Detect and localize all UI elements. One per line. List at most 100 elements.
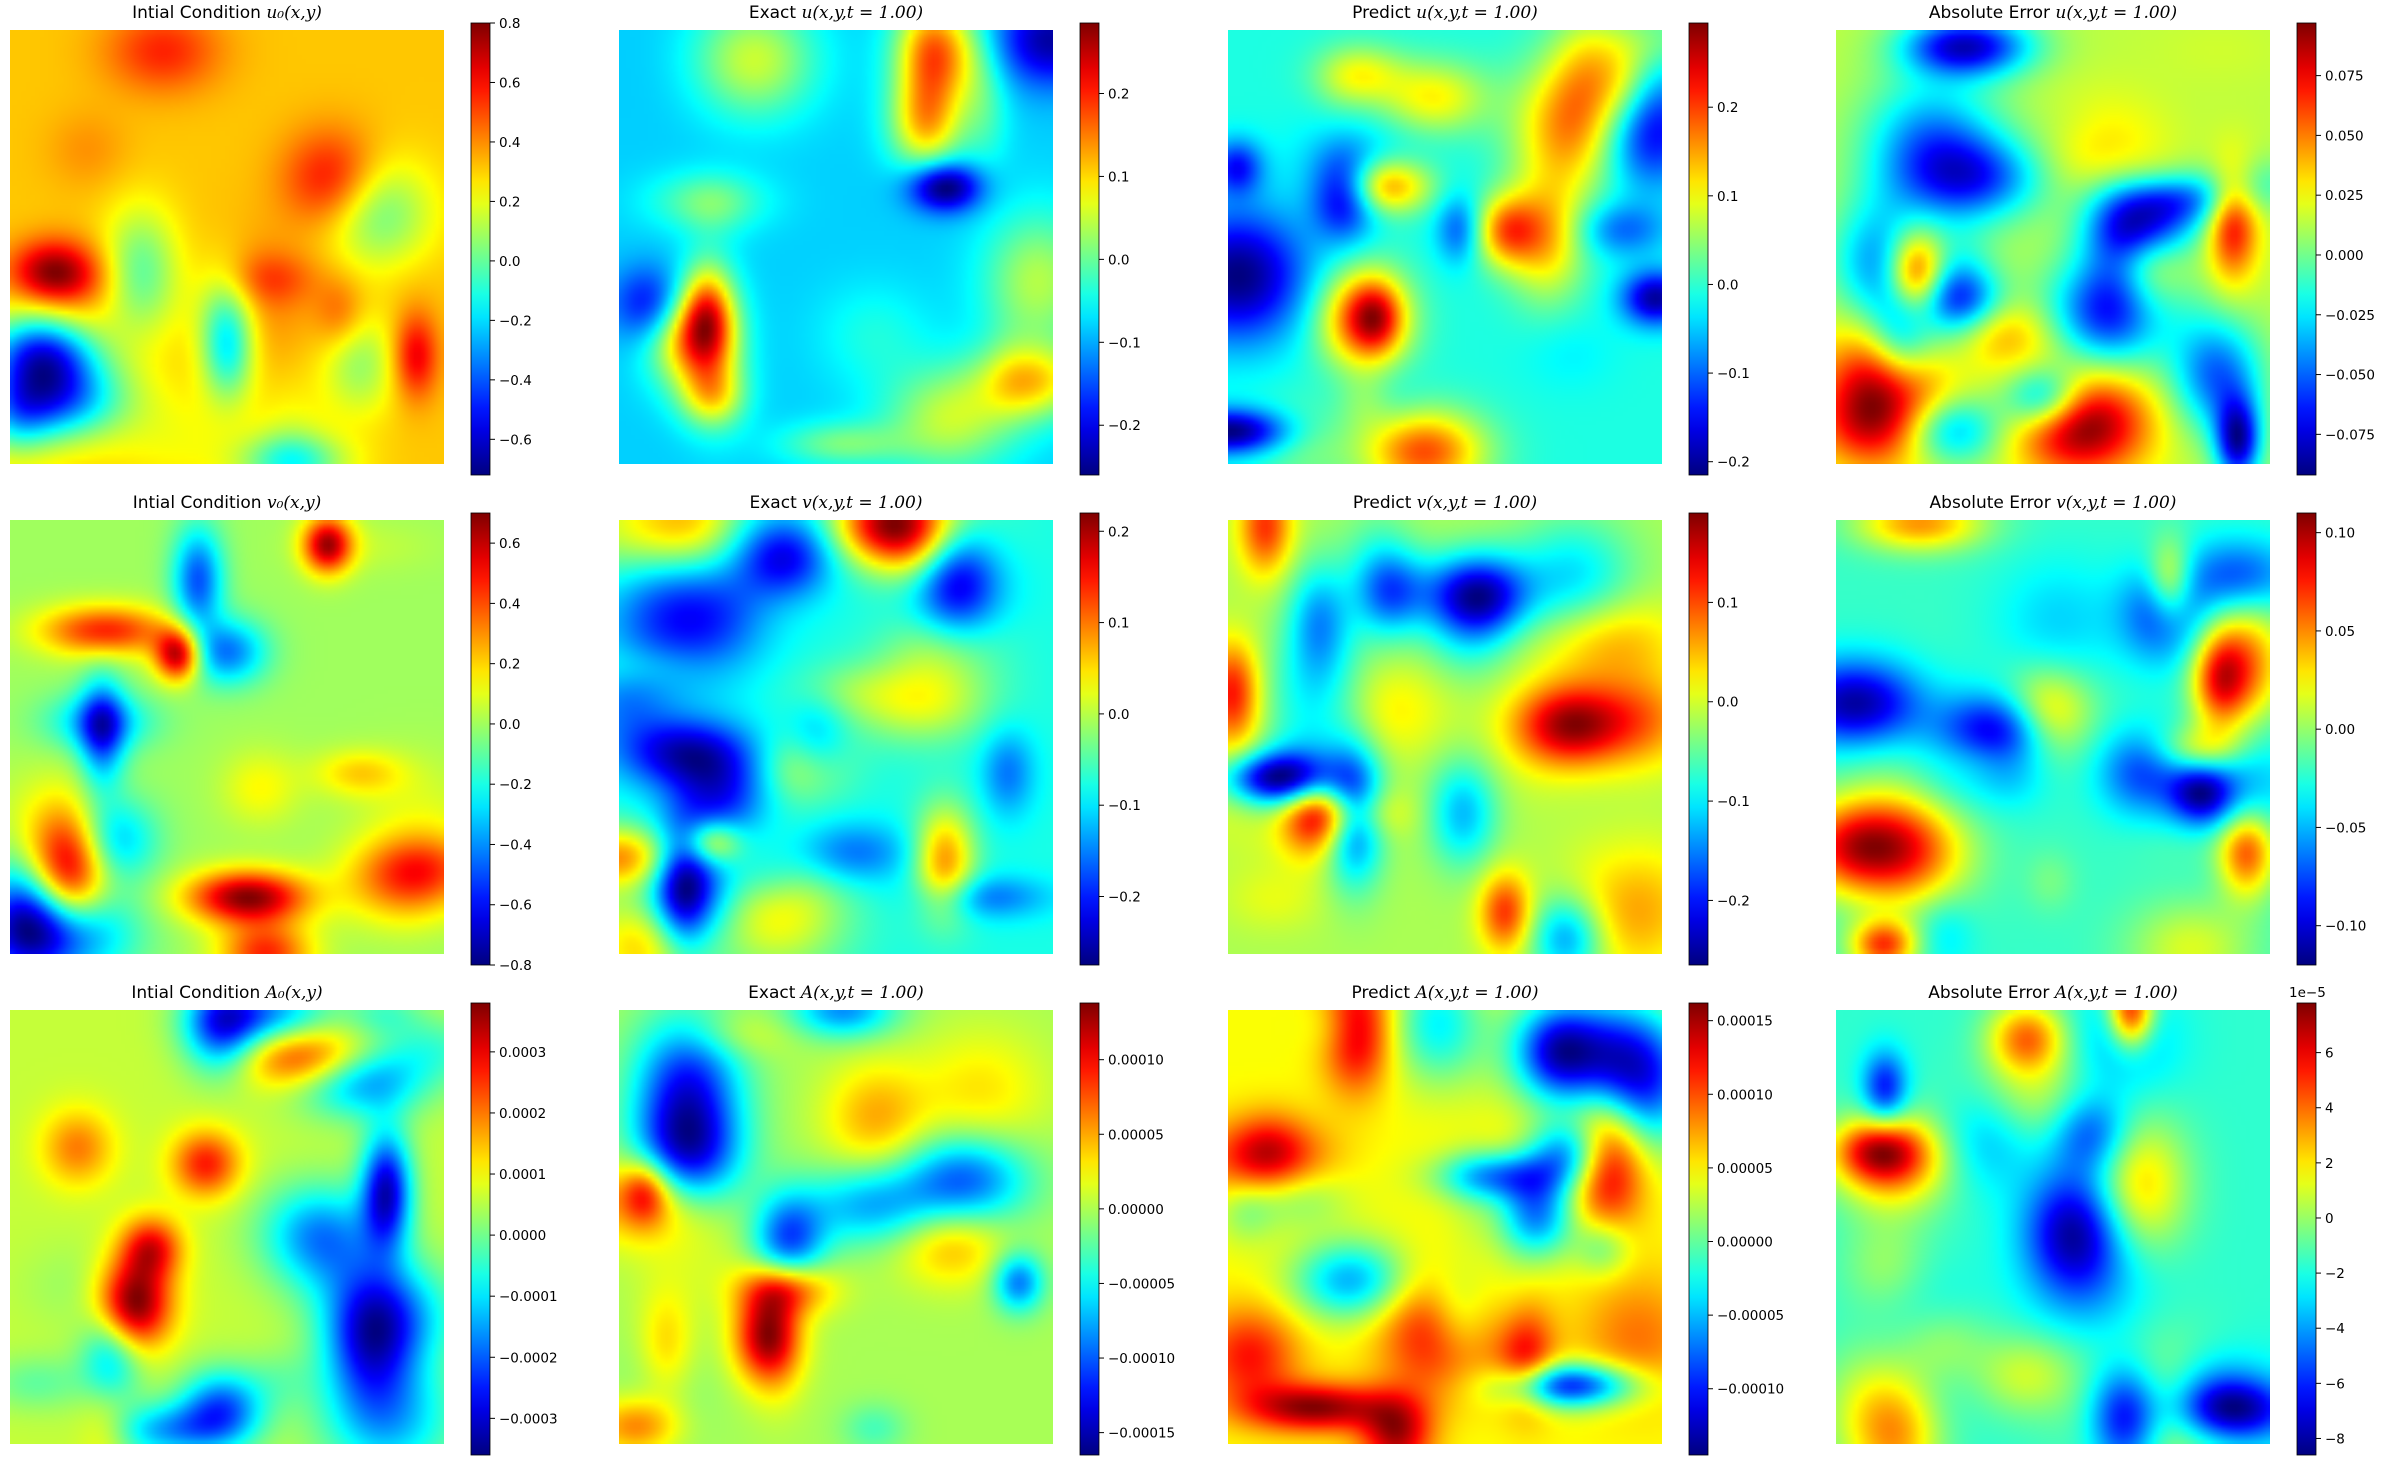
colorbar: −0.00015 −0.00010 −0.00005 0.00000 0.00005 0.… <box>1079 1002 1175 1456</box>
colorbar-gradient <box>1688 1002 1709 1456</box>
panel-r1-c3: Absolute Error v(x,y,t = 1.00) −0.10 −0.05… <box>1836 493 2366 966</box>
colorbar: −0.6 −0.4 −0.2 0.0 0.2 0.4 0.6 0.8 <box>470 16 532 476</box>
panel-title-prefix: Exact <box>750 493 803 513</box>
panel-title: Intial Condition v₀(x,y) <box>133 493 322 513</box>
colorbar-tick-label: 0.0 <box>499 717 520 733</box>
colorbar-tick-label: −0.00005 <box>1108 1276 1175 1292</box>
colorbar-tick-label: −2 <box>2325 1266 2345 1282</box>
colorbar-tick-label: −0.10 <box>2325 919 2366 935</box>
colorbar-tick-label: −0.8 <box>499 958 532 974</box>
colorbar: −0.2 −0.1 0.0 0.1 <box>1688 512 1750 966</box>
panel-title-math: A₀(x,y) <box>264 983 323 1003</box>
colorbar-gradient <box>1079 1002 1100 1456</box>
colorbar-tick-label: 0.0000 <box>499 1228 546 1244</box>
panel-title-prefix: Absolute Error <box>1929 3 2056 23</box>
panel-title: Absolute Error u(x,y,t = 1.00) <box>1929 3 2177 23</box>
colorbar-tick-label: −0.2 <box>1108 890 1141 906</box>
panel-title: Absolute Error v(x,y,t = 1.00) <box>1930 493 2177 513</box>
heatmap-image <box>619 1010 1053 1444</box>
colorbar-gradient <box>470 512 491 966</box>
colorbar-tick-label: 0.0 <box>1108 252 1129 268</box>
colorbar-tick-label: −0.2 <box>1717 893 1750 909</box>
colorbar-tick-label: −0.025 <box>2325 308 2375 324</box>
panel-r0-c1: Exact u(x,y,t = 1.00) −0.2 −0.1 0.0 0.1 0.2 <box>619 3 1141 476</box>
colorbar-tick-label: −0.1 <box>1108 335 1141 351</box>
colorbar-tick-label: −0.2 <box>499 777 532 793</box>
colorbar-tick-label: 0.6 <box>499 536 520 552</box>
colorbar-gradient <box>1079 512 1100 966</box>
panel-title-math: u(x,y,t = 1.00) <box>801 3 923 23</box>
panel-title-prefix: Predict <box>1352 983 1416 1003</box>
colorbar-tick-label: −0.6 <box>499 432 532 448</box>
colorbar: −0.075 −0.050 −0.025 0.000 0.025 0.050 0.075 <box>2296 22 2375 476</box>
colorbar-tick-label: 0.0001 <box>499 1167 546 1183</box>
colorbar-gradient <box>1688 22 1709 476</box>
colorbar: −0.2 −0.1 0.0 0.1 0.2 <box>1079 512 1141 966</box>
colorbar-offset-text: 1e−5 <box>2289 985 2326 1001</box>
colorbar-tick-label: −8 <box>2325 1431 2345 1447</box>
panel-title-math: v(x,y,t = 1.00) <box>802 493 922 513</box>
heatmap-image <box>10 30 444 464</box>
panel-title: Intial Condition u₀(x,y) <box>132 3 322 23</box>
colorbar: −8 −6 −4 −2 0 2 4 6 1e−5 <box>2289 985 2345 1456</box>
colorbar-tick-label: 0.025 <box>2325 188 2364 204</box>
colorbar-tick-label: 0.2 <box>499 194 520 210</box>
colorbar-tick-label: −0.05 <box>2325 820 2366 836</box>
colorbar-tick-label: 0.6 <box>499 75 520 91</box>
panel-title-math: u₀(x,y) <box>266 3 322 23</box>
colorbar-gradient <box>2296 512 2317 966</box>
colorbar-tick-label: 0.2 <box>499 657 520 673</box>
colorbar-tick-label: 0.00010 <box>1108 1053 1164 1069</box>
panel-r2-c3: Absolute Error A(x,y,t = 1.00) −8 −6 −4 −2 0 2… <box>1836 983 2345 1456</box>
colorbar-tick-label: −0.050 <box>2325 368 2375 384</box>
colorbar-tick-label: 0 <box>2325 1211 2334 1227</box>
colorbar-tick-label: 0.00005 <box>1717 1161 1773 1177</box>
colorbar-tick-label: 0.0 <box>1717 277 1738 293</box>
colorbar-tick-label: 0.2 <box>1108 524 1129 540</box>
panel-title: Predict A(x,y,t = 1.00) <box>1352 983 1539 1003</box>
panel-title-prefix: Predict <box>1352 3 1416 23</box>
panel-title-prefix: Exact <box>748 983 801 1003</box>
colorbar-tick-label: 0.2 <box>1717 100 1738 116</box>
panel-title: Intial Condition A₀(x,y) <box>131 983 322 1003</box>
colorbar-tick-label: −0.00005 <box>1717 1308 1784 1324</box>
colorbar: −0.0003 −0.0002 −0.0001 0.0000 0.0001 0.0002 0… <box>470 1002 558 1456</box>
panel-title-prefix: Exact <box>749 3 802 23</box>
colorbar-tick-label: −0.00015 <box>1108 1426 1175 1442</box>
colorbar-tick-label: −0.0003 <box>499 1411 558 1427</box>
heatmap-image <box>619 30 1053 464</box>
colorbar-tick-label: −0.075 <box>2325 427 2375 443</box>
panel-title-math: A(x,y,t = 1.00) <box>799 983 924 1003</box>
colorbar-tick-label: 0.075 <box>2325 69 2364 85</box>
panel-title-math: v(x,y,t = 1.00) <box>1417 493 1537 513</box>
colorbar-tick-label: 0.8 <box>499 16 520 32</box>
colorbar-tick-label: 0.1 <box>1108 169 1129 185</box>
colorbar-tick-label: 0.00015 <box>1717 1014 1773 1030</box>
panel-title-prefix: Absolute Error <box>1928 983 2055 1003</box>
heatmap-image <box>1228 30 1662 464</box>
panel-r1-c2: Predict v(x,y,t = 1.00) −0.2 −0.1 0.0 0.1 <box>1228 493 1750 966</box>
colorbar-tick-label: −0.2 <box>499 313 532 329</box>
panel-r2-c1: Exact A(x,y,t = 1.00) −0.00015 −0.00010 −0.… <box>619 983 1175 1456</box>
colorbar-tick-label: −4 <box>2325 1321 2345 1337</box>
panel-title: Exact A(x,y,t = 1.00) <box>748 983 924 1003</box>
colorbar-tick-label: −0.1 <box>1717 794 1750 810</box>
colorbar-tick-label: 4 <box>2325 1101 2334 1117</box>
panel-title-prefix: Predict <box>1353 493 1417 513</box>
colorbar-tick-label: 0.1 <box>1717 189 1738 205</box>
colorbar-gradient <box>470 1002 491 1456</box>
colorbar-tick-label: 0.0002 <box>499 1106 546 1122</box>
panel-title-math: A(x,y,t = 1.00) <box>1413 983 1538 1003</box>
colorbar-tick-label: 0.10 <box>2325 526 2355 542</box>
colorbar-tick-label: 0.050 <box>2325 128 2364 144</box>
panel-title-math: u(x,y,t = 1.00) <box>1416 3 1538 23</box>
panel-r2-c2: Predict A(x,y,t = 1.00) −0.00010 −0.00005 0… <box>1228 983 1784 1456</box>
colorbar-tick-label: −0.00010 <box>1108 1351 1175 1367</box>
panel-title-math: A(x,y,t = 1.00) <box>2053 983 2178 1003</box>
colorbar-tick-label: 2 <box>2325 1156 2334 1172</box>
colorbar-gradient <box>470 22 491 476</box>
panel-title: Absolute Error A(x,y,t = 1.00) <box>1928 983 2178 1003</box>
colorbar-tick-label: −0.0001 <box>499 1289 558 1305</box>
panel-title-math: u(x,y,t = 1.00) <box>2055 3 2177 23</box>
